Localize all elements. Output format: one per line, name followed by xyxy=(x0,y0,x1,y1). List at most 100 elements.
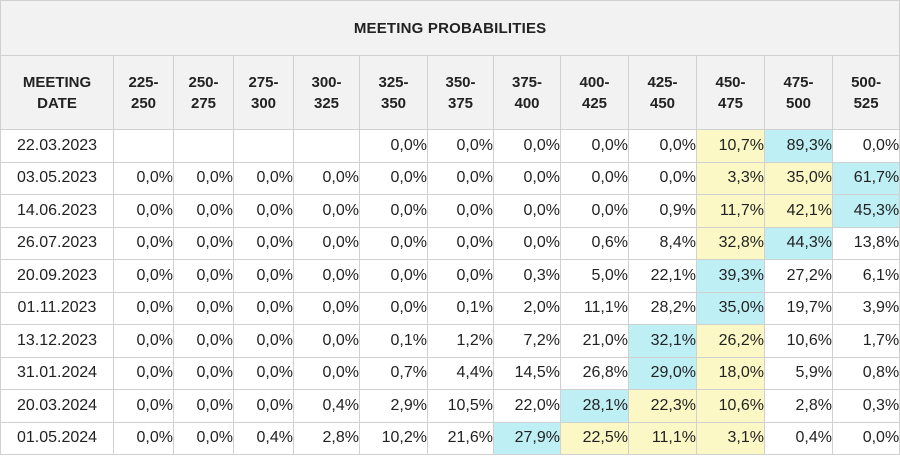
range-header-0: 225- 250 xyxy=(113,55,174,130)
probability-cell: 27,9% xyxy=(493,421,561,455)
probability-cell: 21,6% xyxy=(427,421,494,455)
probability-cell: 0,0% xyxy=(293,226,360,260)
probability-cell: 0,0% xyxy=(628,161,697,195)
probability-cell: 0,0% xyxy=(233,356,294,390)
probability-cell: 0,0% xyxy=(427,226,494,260)
probability-cell: 61,7% xyxy=(831,161,900,195)
probability-cell: 0,0% xyxy=(233,291,294,325)
probability-cell: 0,0% xyxy=(173,356,234,390)
probability-cell: 5,9% xyxy=(764,356,833,390)
probability-cell: 0,0% xyxy=(293,324,360,358)
range-header-4: 325- 350 xyxy=(359,55,428,130)
probability-cell: 0,0% xyxy=(233,194,294,228)
probability-cell: 0,0% xyxy=(173,194,234,228)
probability-cell: 26,8% xyxy=(560,356,629,390)
probability-cell: 0,0% xyxy=(113,259,174,293)
probability-cell: 0,0% xyxy=(173,421,234,455)
probability-cell: 10,7% xyxy=(696,129,765,163)
probability-cell: 35,0% xyxy=(696,291,765,325)
table-row: 14.06.2023 0,0% 0,0% 0,0% 0,0% 0,0% 0,0% 0,0% 0,… xyxy=(0,194,900,228)
header-line: DATE xyxy=(37,94,77,112)
table-row: 22.03.2023 0,0% 0,0% 0,0% 0,0% 0,0% 10,7% 89,3%… xyxy=(0,129,900,163)
probability-cell: 0,3% xyxy=(831,389,900,423)
probability-cell: 0,0% xyxy=(831,421,900,455)
probability-cell: 0,0% xyxy=(113,161,174,195)
header-line: 250- xyxy=(188,73,219,91)
probability-cell: 2,0% xyxy=(493,291,561,325)
header-line: 425 xyxy=(581,94,608,112)
probability-cell: 22,1% xyxy=(628,259,697,293)
range-header-3: 300- 325 xyxy=(293,55,360,130)
probability-cell: 0,0% xyxy=(173,259,234,293)
probability-cell: 0,0% xyxy=(427,259,494,293)
header-line: 400 xyxy=(514,94,540,112)
header-line: 450- xyxy=(715,73,746,91)
probability-cell: 29,0% xyxy=(628,356,697,390)
header-line: 375 xyxy=(447,94,474,112)
probability-cell: 0,0% xyxy=(427,129,494,163)
probability-cell: 0,0% xyxy=(359,259,428,293)
header-line: 350 xyxy=(380,94,407,112)
probability-cell: 11,1% xyxy=(628,421,697,455)
header-line: MEETING xyxy=(22,73,92,91)
probability-cell: 3,9% xyxy=(831,291,900,325)
probability-cell: 10,6% xyxy=(696,389,765,423)
probability-cell xyxy=(233,129,294,163)
meeting-date-cell: 01.05.2024 xyxy=(0,421,114,455)
header-line: 300- xyxy=(311,73,342,91)
probability-cell: 0,0% xyxy=(427,194,494,228)
probability-cell: 0,0% xyxy=(293,161,360,195)
probability-cell: 26,2% xyxy=(696,324,765,358)
meeting-date-cell: 13.12.2023 xyxy=(0,324,114,358)
table-row: 20.09.2023 0,0% 0,0% 0,0% 0,0% 0,0% 0,0% 0,3% 5,… xyxy=(0,259,900,293)
probability-cell: 0,0% xyxy=(113,356,174,390)
header-line: 525 xyxy=(853,94,879,112)
probability-cell: 10,5% xyxy=(427,389,494,423)
probability-cell: 22,3% xyxy=(628,389,697,423)
meeting-date-cell: 20.03.2024 xyxy=(0,389,114,423)
range-header-8: 425- 450 xyxy=(628,55,697,130)
probability-cell: 0,1% xyxy=(359,324,428,358)
range-header-1: 250- 275 xyxy=(173,55,234,130)
probability-cell xyxy=(173,129,234,163)
table-row: 26.07.2023 0,0% 0,0% 0,0% 0,0% 0,0% 0,0% 0,0% 0,… xyxy=(0,226,900,260)
meeting-date-cell: 14.06.2023 xyxy=(0,194,114,228)
probability-cell: 0,6% xyxy=(560,226,629,260)
probability-cell: 0,8% xyxy=(831,356,900,390)
probability-cell: 45,3% xyxy=(831,194,900,228)
probability-cell: 0,0% xyxy=(173,226,234,260)
table-row: 31.01.2024 0,0% 0,0% 0,0% 0,0% 0,7% 4,4% 14,5% 2… xyxy=(0,356,900,390)
probability-cell: 14,5% xyxy=(493,356,561,390)
table-row: 13.12.2023 0,0% 0,0% 0,0% 0,0% 0,1% 1,2% 7,2% 21… xyxy=(0,324,900,358)
table-row: 01.05.2024 0,0% 0,0% 0,4% 2,8% 10,2% 21,6% 27,9… xyxy=(0,421,900,455)
meeting-date-cell: 22.03.2023 xyxy=(0,129,114,163)
header-line: 425- xyxy=(647,73,678,91)
probability-cell: 0,0% xyxy=(113,389,174,423)
probability-cell: 1,7% xyxy=(831,324,900,358)
probability-cell: 2,8% xyxy=(293,421,360,455)
probability-cell: 27,2% xyxy=(764,259,833,293)
probability-cell: 0,0% xyxy=(293,259,360,293)
probability-cell: 0,0% xyxy=(113,226,174,260)
header-line: 225- xyxy=(128,73,159,91)
probability-cell: 42,1% xyxy=(764,194,833,228)
probability-cell: 10,2% xyxy=(359,421,428,455)
probability-cell: 10,6% xyxy=(764,324,833,358)
probability-cell: 0,0% xyxy=(359,226,428,260)
header-line: 350- xyxy=(445,73,476,91)
range-header-10: 475- 500 xyxy=(764,55,833,130)
header-line: 375- xyxy=(511,73,543,91)
probability-cell: 0,4% xyxy=(293,389,360,423)
probability-cell: 0,0% xyxy=(293,194,360,228)
header-line: 275 xyxy=(190,94,217,112)
probability-cell: 1,2% xyxy=(427,324,494,358)
probability-cell: 0,0% xyxy=(233,161,294,195)
probability-cell: 6,1% xyxy=(831,259,900,293)
header-line: 475- xyxy=(783,73,814,91)
probability-cell: 18,0% xyxy=(696,356,765,390)
probability-cell: 7,2% xyxy=(493,324,561,358)
probability-cell: 0,4% xyxy=(764,421,833,455)
header-line: 475 xyxy=(717,94,744,112)
probability-cell: 0,0% xyxy=(493,129,561,163)
probability-cell: 22,5% xyxy=(560,421,629,455)
